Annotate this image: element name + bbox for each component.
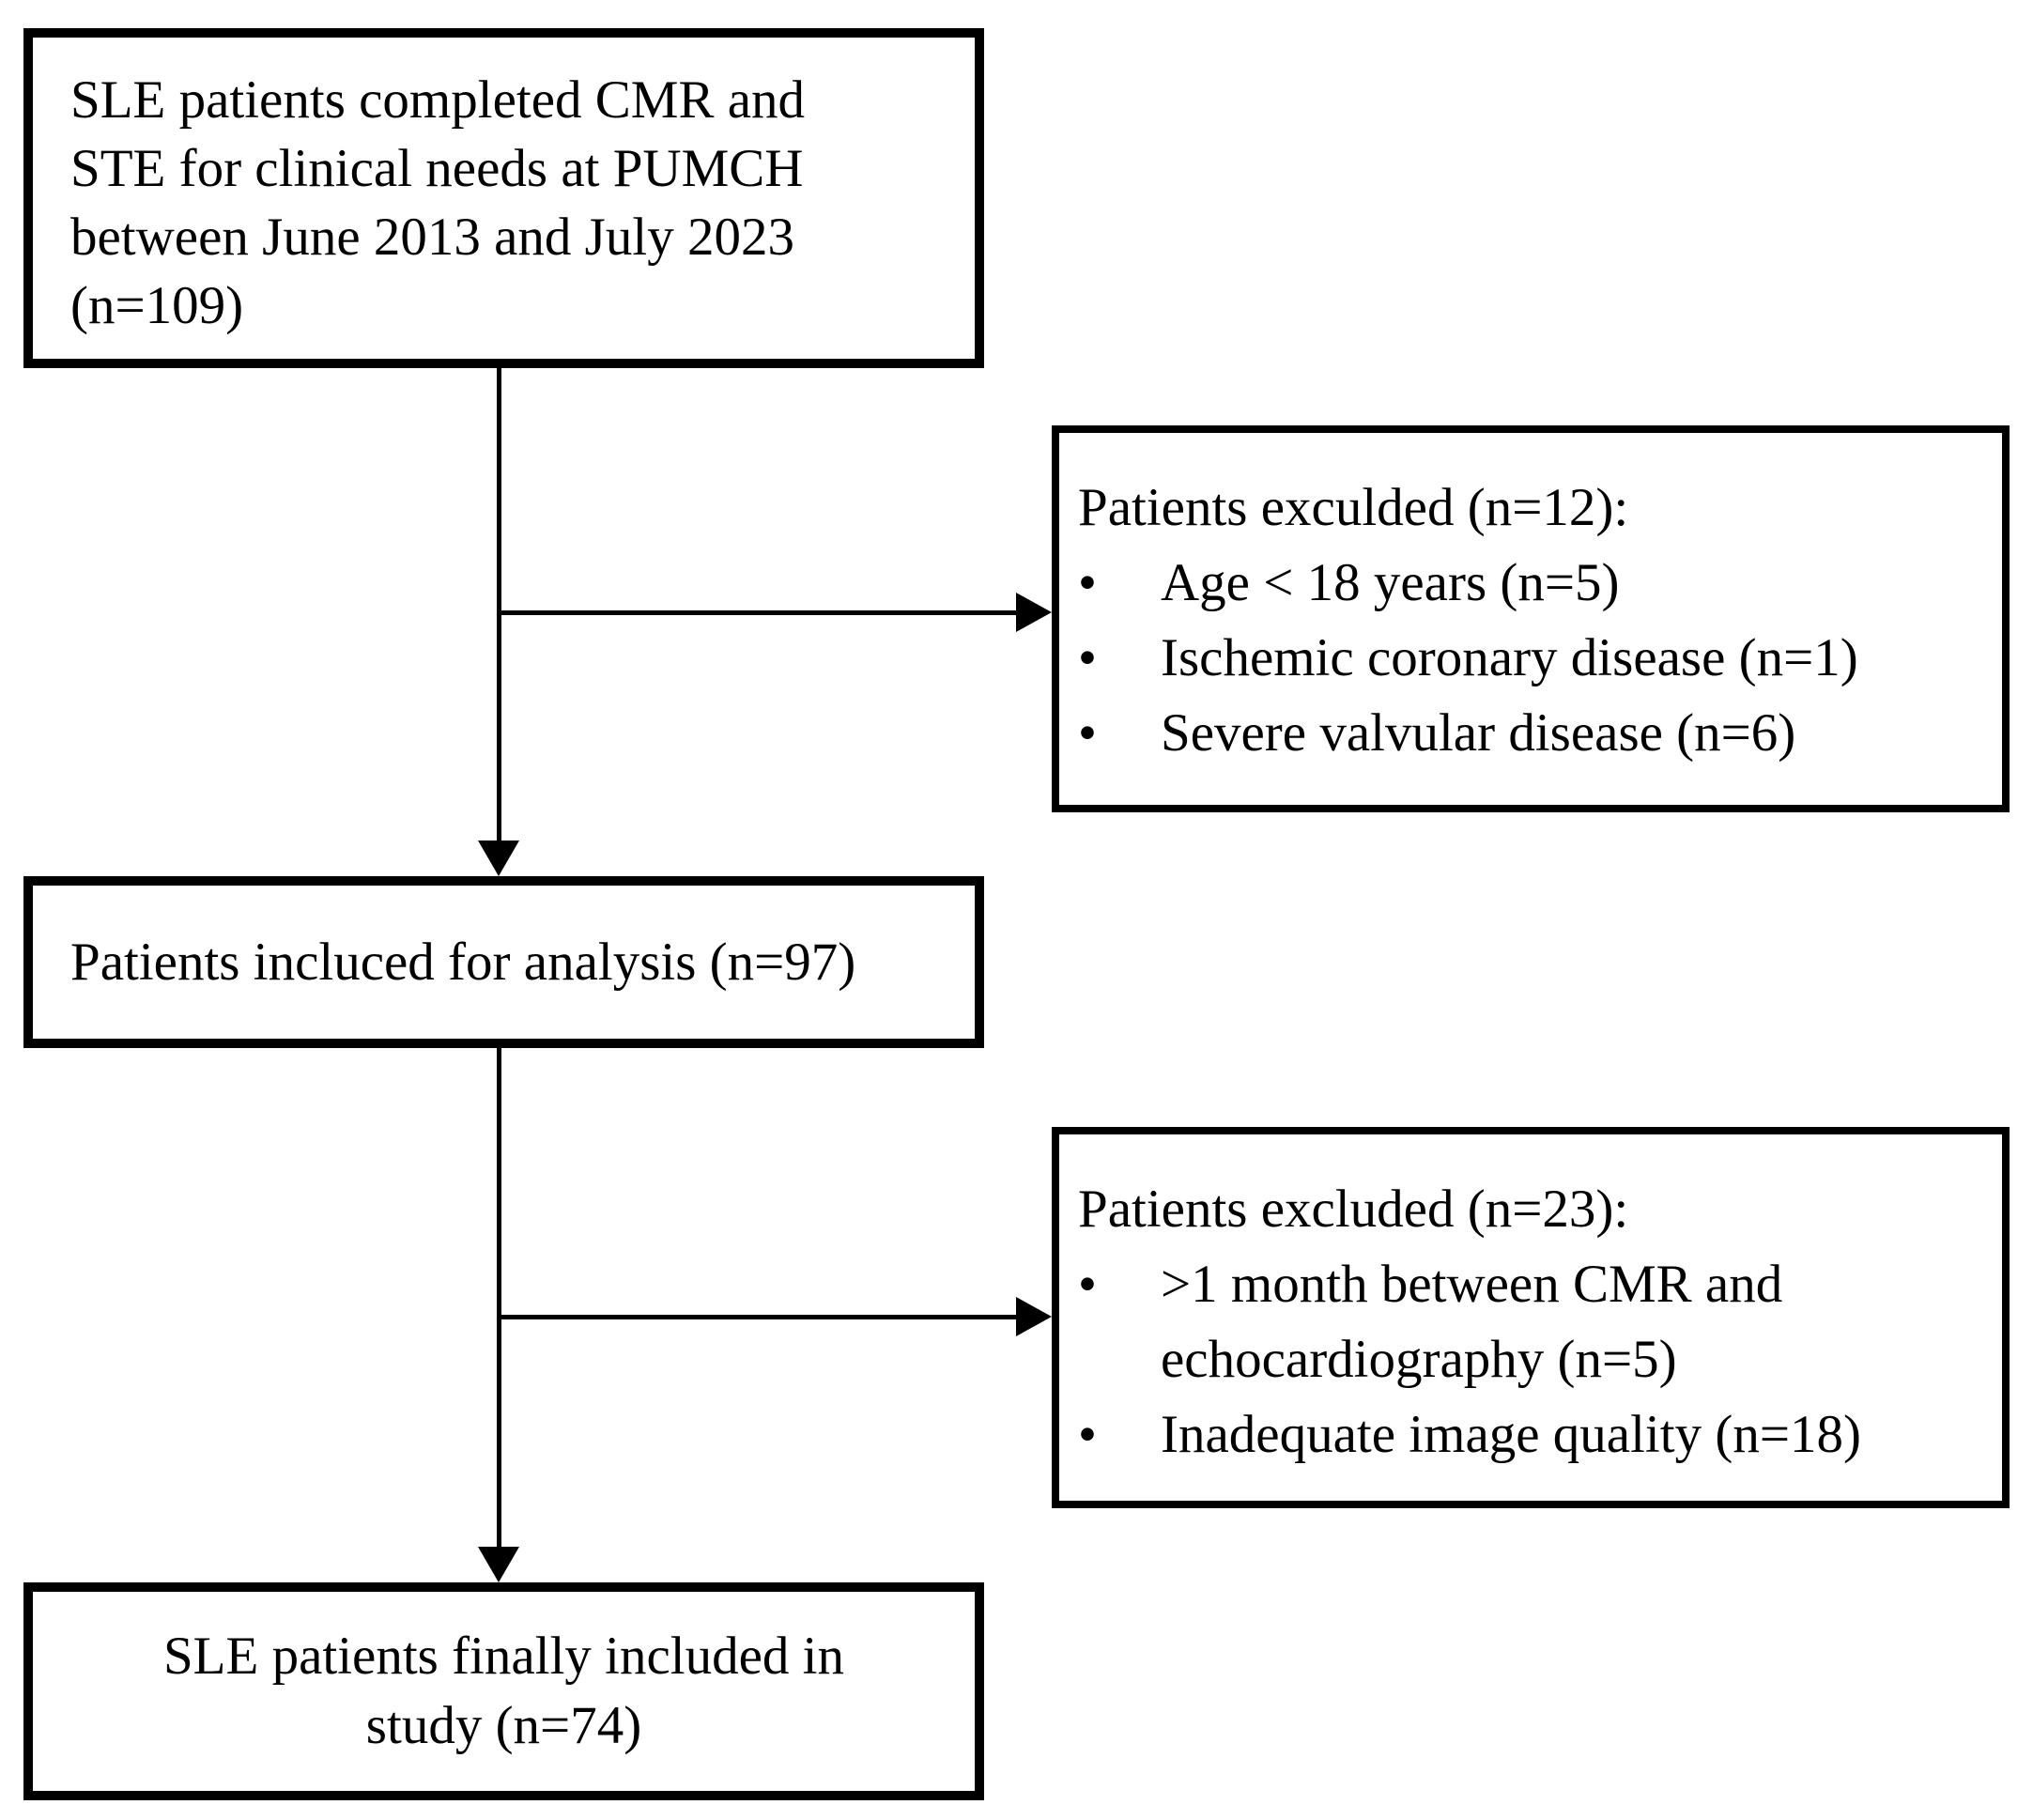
node-final-line-1: SLE patients finally included in [162, 1627, 845, 1686]
excluded-first-reason-3: Severe valvular disease (n=6) [1161, 703, 1796, 763]
bullet-icon: • [1078, 628, 1097, 687]
connector-vertical-2 [497, 1048, 501, 1547]
excluded-second-reason-1: >1 month between CMR and echocardiograph… [1161, 1255, 1783, 1389]
bullet-icon: • [1078, 1405, 1097, 1464]
list-item: • Ischemic coronary disease (n=1) [1078, 621, 1994, 696]
node-excluded-second: Patients excluded (n=23): • >1 month bet… [1052, 1127, 2010, 1508]
bullet-icon: • [1078, 553, 1097, 612]
arrowhead-right-icon [1016, 593, 1052, 632]
connector-branch-2 [499, 1315, 1016, 1319]
node-initial-cohort: SLE patients completed CMR and STE for c… [23, 28, 984, 368]
connector-branch-1 [499, 610, 1016, 615]
excluded-first-reason-2: Ischemic coronary disease (n=1) [1161, 628, 1858, 687]
node-initial-line-2: STE for clinical needs at PUMCH [70, 139, 804, 198]
node-final-line-2: study (n=74) [365, 1696, 642, 1755]
node-initial-line-4: (n=109) [70, 276, 244, 335]
node-initial-line-1: SLE patients completed CMR and [70, 70, 806, 130]
list-item: • Severe valvular disease (n=6) [1078, 696, 1994, 771]
arrowhead-down-icon [478, 1547, 519, 1582]
node-excluded-first: Patients exculded (n=12): • Age < 18 yea… [1052, 425, 2010, 812]
bullet-icon: • [1078, 1255, 1097, 1314]
arrowhead-down-icon [478, 841, 519, 876]
excluded-second-title: Patients excluded (n=23): [1078, 1180, 1629, 1239]
node-included-analysis: Patients incluced for analysis (n=97) [23, 876, 984, 1048]
list-item: • Inadequate image quality (n=18) [1078, 1397, 1994, 1473]
bullet-icon: • [1078, 703, 1097, 763]
list-item: • >1 month between CMR and echocardiogra… [1078, 1247, 1994, 1397]
list-item: • Age < 18 years (n=5) [1078, 546, 1994, 621]
arrowhead-right-icon [1016, 1297, 1052, 1336]
node-final-included: SLE patients finally included in study (… [23, 1582, 984, 1800]
excluded-first-title: Patients exculded (n=12): [1078, 478, 1629, 537]
excluded-first-reason-1: Age < 18 years (n=5) [1161, 553, 1620, 612]
node-initial-line-3: between June 2013 and July 2023 [70, 208, 794, 267]
connector-vertical-1 [497, 366, 501, 842]
node-included-analysis-text: Patients incluced for analysis (n=97) [70, 933, 856, 992]
excluded-second-reason-2: Inadequate image quality (n=18) [1161, 1405, 1861, 1464]
